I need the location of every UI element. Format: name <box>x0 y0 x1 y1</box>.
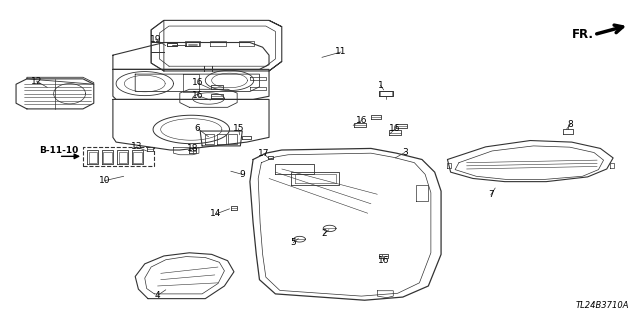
Text: 16: 16 <box>378 256 390 265</box>
Text: 1: 1 <box>378 81 383 90</box>
Text: TL24B3710A: TL24B3710A <box>575 301 629 310</box>
Text: 10: 10 <box>99 176 110 185</box>
Text: 3: 3 <box>402 148 408 157</box>
Text: 13: 13 <box>131 142 142 151</box>
Text: 16: 16 <box>390 124 401 133</box>
Text: 14: 14 <box>211 209 222 219</box>
Text: 6: 6 <box>195 124 200 133</box>
Text: 11: 11 <box>335 48 347 56</box>
Text: 16: 16 <box>192 78 204 87</box>
Text: 12: 12 <box>31 77 42 85</box>
Text: 4: 4 <box>155 291 161 300</box>
Text: 5: 5 <box>291 238 296 247</box>
Text: 16: 16 <box>192 91 204 100</box>
Text: 15: 15 <box>233 124 244 133</box>
Text: 17: 17 <box>258 149 269 158</box>
Text: 2: 2 <box>321 229 326 238</box>
Text: 8: 8 <box>568 120 573 129</box>
Text: FR.: FR. <box>572 28 594 41</box>
Text: B-11-10: B-11-10 <box>40 145 79 154</box>
Text: 18: 18 <box>187 144 198 153</box>
Text: 7: 7 <box>488 190 493 199</box>
Text: 16: 16 <box>356 116 367 125</box>
Text: 9: 9 <box>239 170 245 179</box>
Text: 19: 19 <box>150 35 161 44</box>
